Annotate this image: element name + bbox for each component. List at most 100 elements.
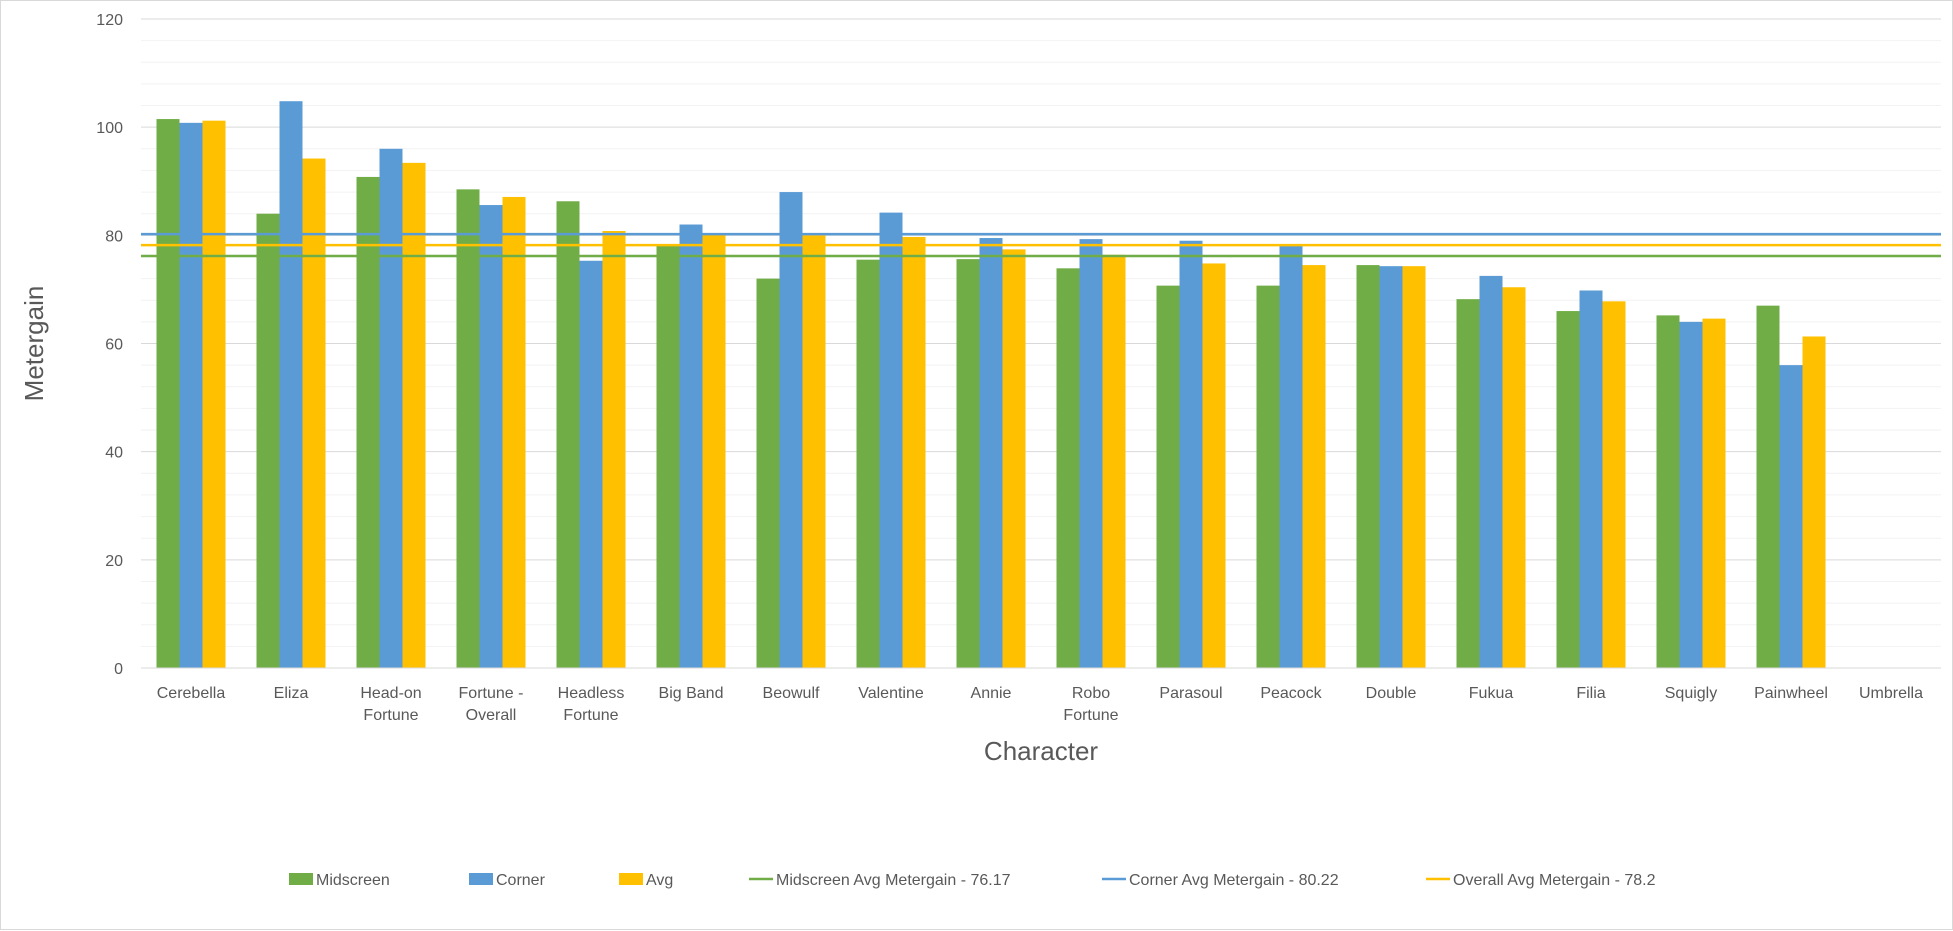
bar-corner [479,205,503,668]
bar-midscreen [456,189,480,669]
legend: Midscreen Corner Avg Midscreen Avg Metergai… [289,872,1656,889]
y-tick-label: 60 [105,337,123,354]
bar-midscreen [156,119,180,668]
x-tick-label: Beowulf [763,685,820,702]
x-tick-label: Fortune -Overall [459,685,524,724]
legend-swatch [289,873,313,885]
bar-midscreen [1156,285,1180,668]
y-tick-label: 20 [105,553,123,570]
x-tick-label: Big Band [659,685,724,702]
bar-midscreen [856,259,880,668]
bar-corner [179,122,203,669]
bar-midscreen [1456,299,1480,668]
bar-avg [702,234,726,669]
legend-item: Avg [619,872,673,889]
gridlines [141,18,1941,647]
legend-label: Midscreen Avg Metergain - 76.17 [776,872,1011,889]
bar-avg [402,162,426,668]
x-tick-labels: Cerebella Eliza Head-on Fortune Fortune -Ove… [157,685,1923,724]
y-tick-labels: 0 20 40 60 80 100 120 [96,12,123,678]
bar-corner [879,212,903,668]
bar-corner [279,101,303,668]
bar-avg [202,120,226,669]
bar-corner [1679,321,1703,668]
legend-swatch [619,873,643,885]
bar-midscreen [1556,311,1580,668]
bar-midscreen [356,176,380,668]
legend-item: Corner Avg Metergain - 80.22 [1102,872,1339,889]
x-tick-label: Head-on Fortune [360,685,421,724]
y-tick-label: 80 [105,228,123,245]
bar-corner [579,260,603,668]
legend-label: Midscreen [316,872,390,889]
legend-label: Corner [496,872,546,889]
y-axis-title: Metergain [19,286,49,402]
x-tick-label: Parasoul [1159,685,1222,702]
bar-corner [679,224,703,668]
bar-avg [1502,287,1526,668]
y-tick-label: 40 [105,445,123,462]
x-tick-label: Double [1366,685,1417,702]
bar-midscreen [756,278,780,668]
bar-avg [302,158,326,668]
y-tick-label: 0 [114,661,123,678]
legend-label: Corner Avg Metergain - 80.22 [1129,872,1339,889]
x-tick-label: Painwheel [1754,685,1828,702]
bar-midscreen [556,201,580,668]
x-tick-label: Peacock [1260,685,1322,702]
legend-item: Overall Avg Metergain - 78.2 [1426,872,1656,889]
x-tick-label: Fukua [1469,685,1514,702]
bar-midscreen [1356,265,1380,668]
bar-avg [802,235,826,669]
x-axis-title: Character [984,736,1098,766]
bar-avg [1302,265,1326,668]
bar-avg [1002,249,1026,668]
x-tick-label: Cerebella [157,685,226,702]
x-tick-label: Valentine [858,685,924,702]
bar-corner [1479,275,1503,668]
bar-avg [502,196,526,668]
bar-avg [902,236,926,669]
bar-midscreen [956,259,980,668]
bar-avg [1702,318,1726,668]
bar-avg [1802,336,1826,668]
bar-avg [1202,263,1226,668]
legend-item: Midscreen Avg Metergain - 76.17 [749,872,1011,889]
bars [156,101,1826,669]
y-tick-label: 100 [96,120,123,137]
x-tick-label: Eliza [274,685,309,702]
bar-corner [1379,266,1403,668]
bar-corner [1279,245,1303,668]
bar-avg [602,231,626,669]
legend-item: Corner [469,872,546,889]
bar-midscreen [656,245,680,668]
legend-item: Midscreen [289,872,390,889]
x-tick-label: Headless Fortune [558,685,625,724]
x-tick-label: Umbrella [1859,685,1923,702]
bar-corner [1579,290,1603,668]
bar-avg [1102,254,1126,668]
bar-corner [1779,365,1803,668]
bar-midscreen [1056,268,1080,668]
bar-midscreen [1656,315,1680,668]
bar-corner [1179,240,1203,668]
x-tick-label: Annie [971,685,1012,702]
legend-label: Avg [646,872,673,889]
legend-label: Overall Avg Metergain - 78.2 [1453,872,1656,889]
bar-midscreen [1256,285,1280,668]
x-tick-label: Filia [1576,685,1605,702]
legend-swatch [469,873,493,885]
x-tick-label: Squigly [1665,685,1717,702]
bar-corner [379,148,403,669]
bar-corner [779,192,803,669]
bar-corner [1079,239,1103,668]
bar-avg [1402,266,1426,668]
bar-midscreen [1756,305,1780,668]
x-tick-label: Robo Fortune [1063,685,1118,724]
reference-lines [141,232,1941,258]
bar-corner [979,238,1003,668]
bar-avg [1602,301,1626,668]
y-tick-label: 120 [96,12,123,29]
